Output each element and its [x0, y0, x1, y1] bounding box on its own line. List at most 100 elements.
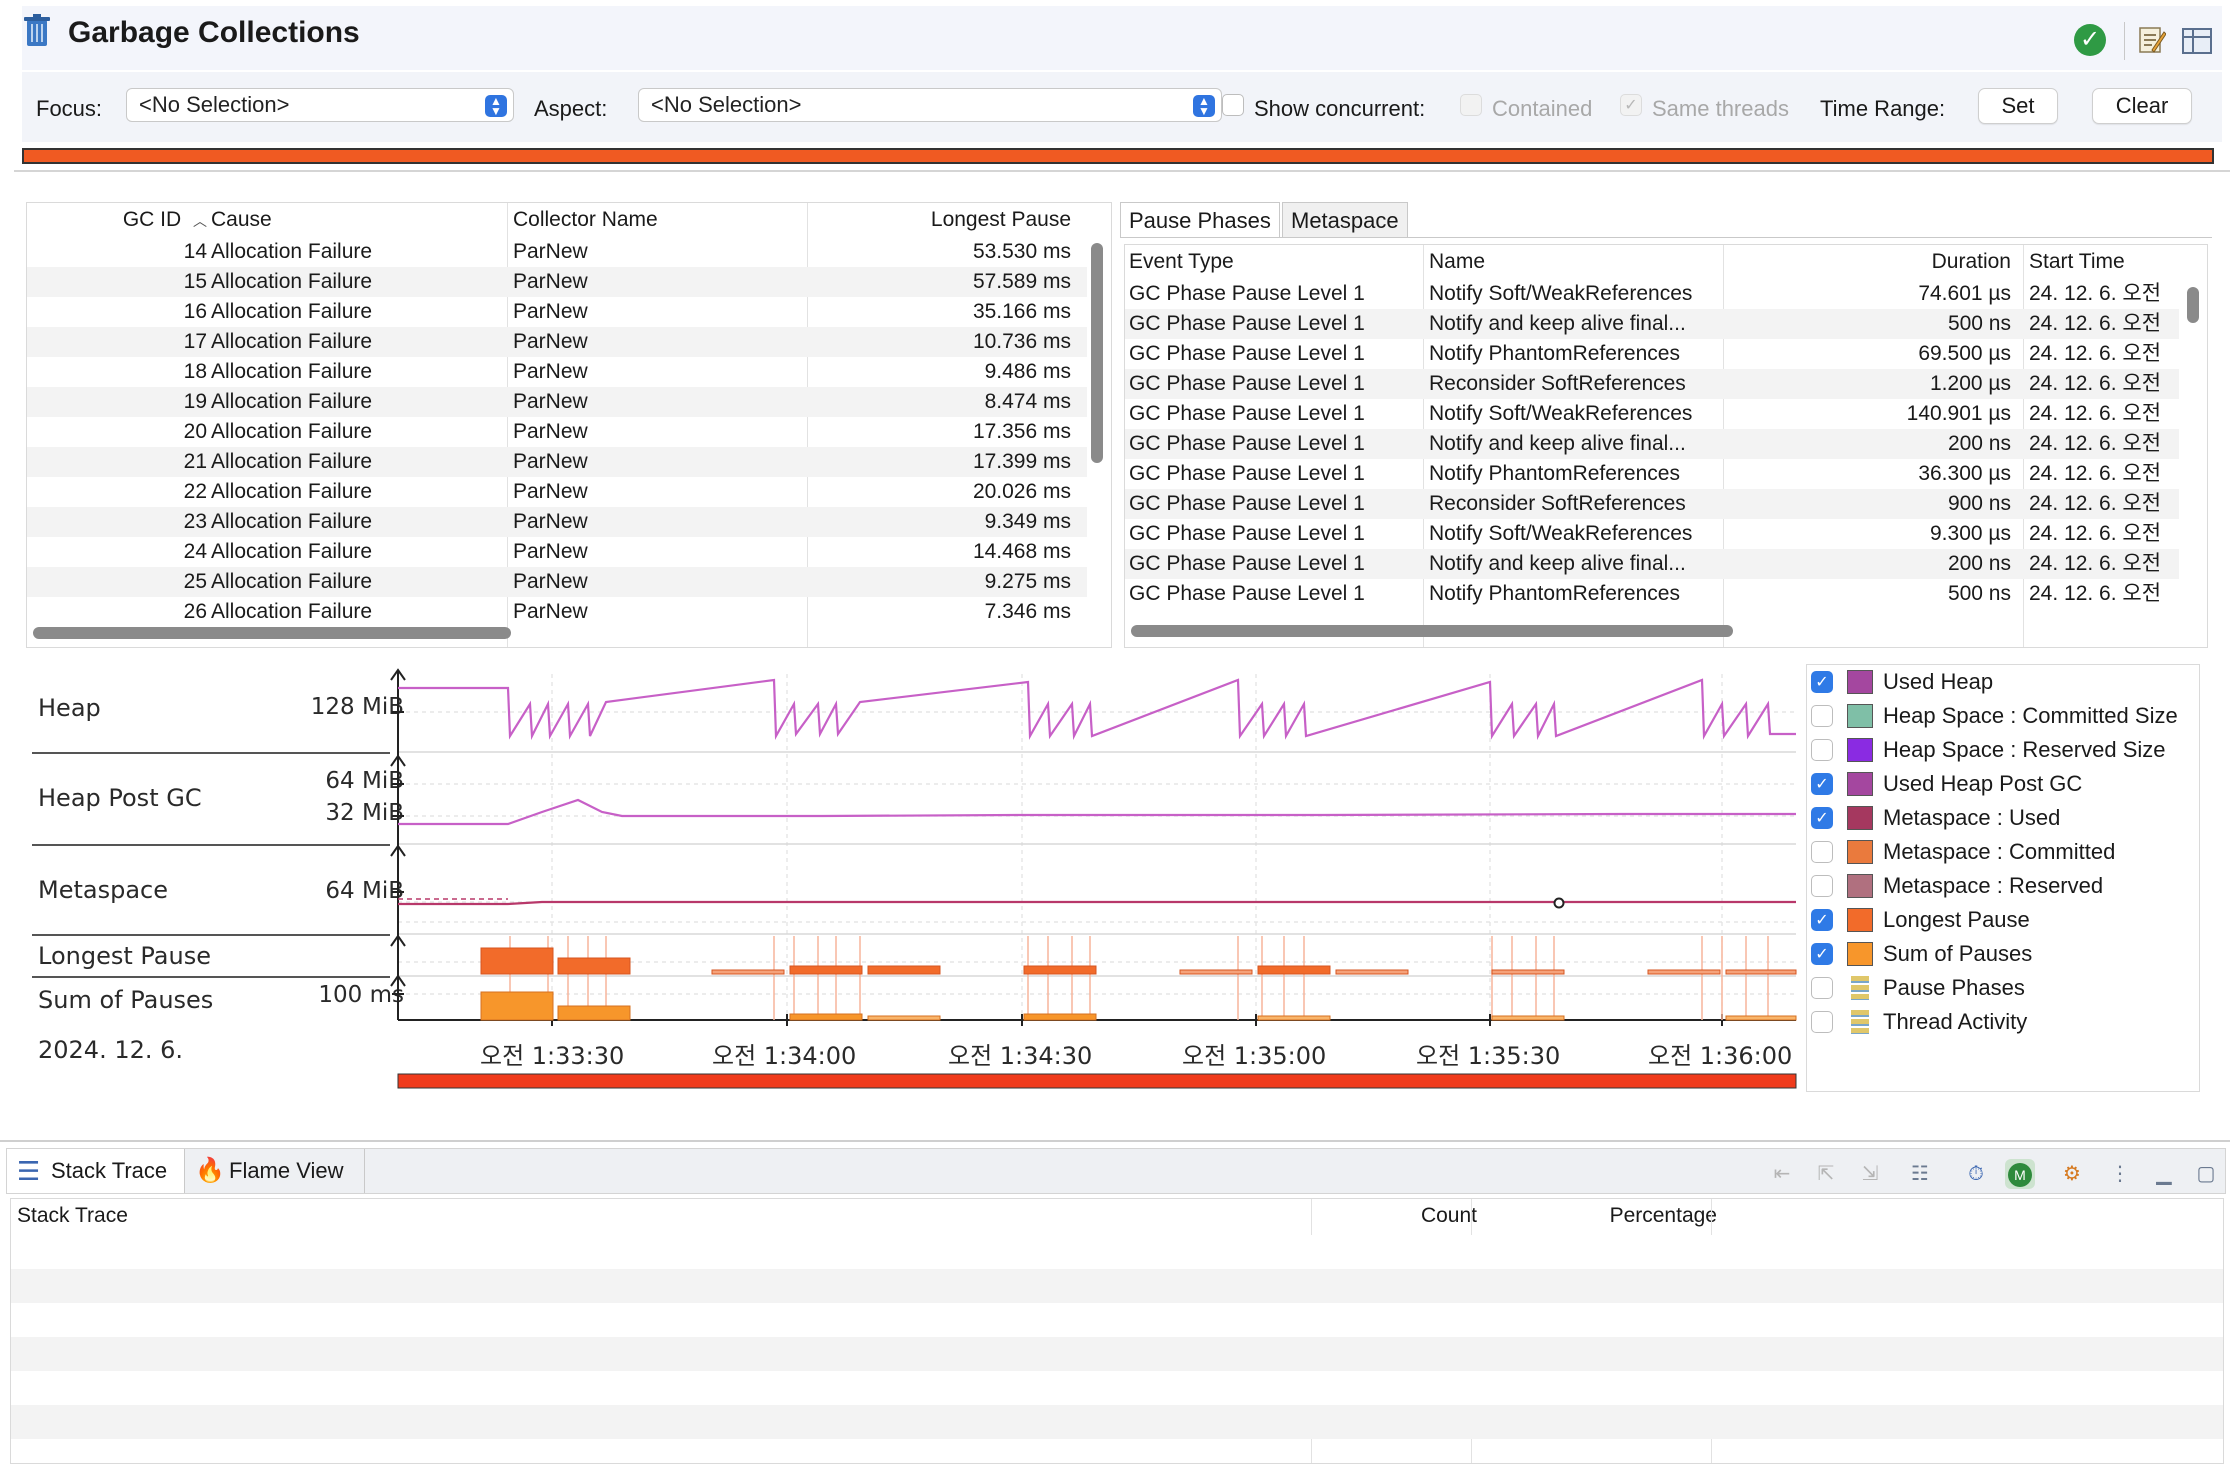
horizontal-scrollbar[interactable]	[33, 627, 511, 639]
legend-checkbox[interactable]	[1811, 875, 1833, 897]
timeline-plot[interactable]	[22, 664, 1802, 1096]
lane-separators	[398, 751, 1796, 977]
gc-id-cell: 14	[183, 240, 207, 263]
vertical-scrollbar[interactable]	[1091, 243, 1103, 463]
gc-table-row[interactable]: 15 Allocation Failure ParNew 57.589 ms	[27, 267, 1087, 297]
stopwatch-icon[interactable]: ⏱	[1968, 1163, 1984, 1185]
legend-item[interactable]: ✓ Used Heap Post GC	[1807, 769, 2197, 799]
gc-id-header[interactable]: GC ID ︿	[27, 203, 207, 237]
legend-checkbox[interactable]	[1811, 841, 1833, 863]
phase-table-row[interactable]: GC Phase Pause Level 1 Reconsider SoftRef…	[1125, 369, 2179, 399]
count-header[interactable]: Count	[1420, 1204, 1477, 1227]
legend-checkbox[interactable]: ✓	[1811, 671, 1833, 693]
legend-item[interactable]: ✓ Metaspace : Used	[1807, 803, 2197, 833]
horizontal-scrollbar[interactable]	[1131, 625, 1733, 637]
legend-checkbox[interactable]: ✓	[1811, 943, 1833, 965]
gc-table-row[interactable]: 21 Allocation Failure ParNew 17.399 ms	[27, 447, 1087, 477]
more-vertical-icon[interactable]: ⋮	[2110, 1163, 2130, 1185]
legend-checkbox[interactable]: ✓	[1811, 807, 1833, 829]
tab-pause-phases[interactable]: Pause Phases	[1120, 202, 1280, 238]
name-header[interactable]: Name	[1429, 250, 1486, 273]
gc-id-cell: 15	[183, 270, 207, 293]
longest-pause-header[interactable]: Longest Pause	[930, 208, 1071, 231]
collapse-left-icon[interactable]: ⇤	[1773, 1163, 1791, 1185]
focus-select[interactable]: <No Selection> ▲ ▼	[126, 88, 514, 122]
tab-stack-trace[interactable]: ☰ Stack Trace	[7, 1149, 185, 1193]
duration-cell: 200 ns	[1947, 552, 2011, 575]
settings-gear-icon[interactable]: ⚙	[2063, 1163, 2081, 1185]
gc-table-row[interactable]: 18 Allocation Failure ParNew 9.486 ms	[27, 357, 1087, 387]
legend-label: Metaspace : Committed	[1883, 839, 2116, 864]
vertical-scrollbar[interactable]	[2187, 287, 2199, 323]
legend-item[interactable]: Metaspace : Reserved	[1807, 871, 2197, 901]
duration-header[interactable]: Duration	[1931, 250, 2011, 273]
stack-trace-header[interactable]: Stack Trace	[17, 1204, 128, 1227]
cause-header[interactable]: Cause	[211, 208, 272, 231]
legend-checkbox[interactable]	[1811, 739, 1833, 761]
legend-checkbox[interactable]	[1811, 1011, 1833, 1033]
gc-table-row[interactable]: 23 Allocation Failure ParNew 9.349 ms	[27, 507, 1087, 537]
cause-cell: Allocation Failure	[211, 300, 373, 323]
tree-view-icon[interactable]: ☷	[1911, 1163, 1929, 1185]
contained-checkbox[interactable]	[1460, 94, 1482, 116]
collapse-icon[interactable]: ⇱	[1817, 1163, 1835, 1185]
minimize-icon[interactable]: ▁	[2156, 1163, 2172, 1185]
legend-item[interactable]: Thread Activity	[1807, 1007, 2197, 1037]
phase-table-row[interactable]: GC Phase Pause Level 1 Notify Soft/WeakRe…	[1125, 279, 2179, 309]
time-tick-label: 오전 1:34:30	[948, 1042, 1093, 1070]
method-filter-icon[interactable]: M	[2005, 1159, 2035, 1189]
aspect-select[interactable]: <No Selection> ▲ ▼	[638, 88, 1222, 122]
legend-item[interactable]: Pause Phases	[1807, 973, 2197, 1003]
gc-table-row[interactable]: 20 Allocation Failure ParNew 17.356 ms	[27, 417, 1087, 447]
edit-page-icon[interactable]	[2138, 24, 2166, 56]
event-type-header[interactable]: Event Type	[1129, 250, 1234, 273]
start-time-header[interactable]: Start Time	[2029, 250, 2125, 273]
show-concurrent-checkbox[interactable]	[1222, 94, 1244, 116]
clear-button[interactable]: Clear	[2092, 88, 2192, 124]
gc-table-row[interactable]: 19 Allocation Failure ParNew 8.474 ms	[27, 387, 1087, 417]
gc-table-row[interactable]: 22 Allocation Failure ParNew 20.026 ms	[27, 477, 1087, 507]
phase-table-row[interactable]: GC Phase Pause Level 1 Notify and keep al…	[1125, 429, 2179, 459]
legend-item[interactable]: Heap Space : Committed Size	[1807, 701, 2197, 731]
gc-table-row[interactable]: 25 Allocation Failure ParNew 9.275 ms	[27, 567, 1087, 597]
legend-checkbox[interactable]: ✓	[1811, 909, 1833, 931]
longest-pause-cell: 8.474 ms	[984, 390, 1071, 413]
gc-timeline-chart[interactable]: Heap 128 MiB Heap Post GC 64 MiB 32 MiB …	[22, 664, 1802, 1096]
start-time-cell: 24. 12. 6. 오전	[2029, 582, 2162, 605]
legend-checkbox[interactable]	[1811, 977, 1833, 999]
legend-item[interactable]: Metaspace : Committed	[1807, 837, 2197, 867]
collector-cell: ParNew	[513, 510, 588, 533]
phase-table-row[interactable]: GC Phase Pause Level 1 Notify Soft/WeakRe…	[1125, 519, 2179, 549]
legend-item[interactable]: Heap Space : Reserved Size	[1807, 735, 2197, 765]
gc-table-row[interactable]: 14 Allocation Failure ParNew 53.530 ms	[27, 237, 1087, 267]
legend-item[interactable]: ✓ Longest Pause	[1807, 905, 2197, 935]
same-threads-checkbox[interactable]: ✓	[1620, 94, 1642, 116]
phase-table-row[interactable]: GC Phase Pause Level 1 Notify and keep al…	[1125, 309, 2179, 339]
legend-checkbox[interactable]	[1811, 705, 1833, 727]
percentage-header[interactable]: Percentage	[1609, 1204, 1717, 1227]
phase-table-row[interactable]: GC Phase Pause Level 1 Notify Soft/WeakRe…	[1125, 399, 2179, 429]
gc-table-row[interactable]: 24 Allocation Failure ParNew 14.468 ms	[27, 537, 1087, 567]
table-view-icon[interactable]	[2182, 28, 2212, 54]
phase-table-row[interactable]: GC Phase Pause Level 1 Notify PhantomRefe…	[1125, 339, 2179, 369]
phase-table-row[interactable]: GC Phase Pause Level 1 Notify and keep al…	[1125, 549, 2179, 579]
legend-item[interactable]: ✓ Used Heap	[1807, 667, 2197, 697]
tab-metaspace[interactable]: Metaspace	[1282, 202, 1408, 238]
time-range-bar[interactable]	[22, 148, 2214, 164]
expand-icon[interactable]: ⇲	[1861, 1163, 1879, 1185]
tab-flame-view[interactable]: 🔥 Flame View	[185, 1149, 365, 1193]
gc-table-row[interactable]: 17 Allocation Failure ParNew 10.736 ms	[27, 327, 1087, 357]
gc-table-row[interactable]: 26 Allocation Failure ParNew 7.346 ms	[27, 597, 1087, 621]
collector-header[interactable]: Collector Name	[513, 208, 658, 231]
legend-color-swatch	[1847, 840, 1873, 864]
phase-table-row[interactable]: GC Phase Pause Level 1 Notify PhantomRefe…	[1125, 579, 2179, 609]
legend-item[interactable]: ✓ Sum of Pauses	[1807, 939, 2197, 969]
maximize-icon[interactable]: ▢	[2196, 1163, 2216, 1185]
check-circle-icon[interactable]: ✓	[2074, 24, 2106, 56]
phase-table-row[interactable]: GC Phase Pause Level 1 Reconsider SoftRef…	[1125, 489, 2179, 519]
phase-table-row[interactable]: GC Phase Pause Level 1 Notify PhantomRefe…	[1125, 459, 2179, 489]
gc-table-row[interactable]: 16 Allocation Failure ParNew 35.166 ms	[27, 297, 1087, 327]
legend-checkbox[interactable]: ✓	[1811, 773, 1833, 795]
set-button[interactable]: Set	[1978, 88, 2058, 124]
metaspace-scale-label: 64 MiB	[325, 878, 404, 904]
